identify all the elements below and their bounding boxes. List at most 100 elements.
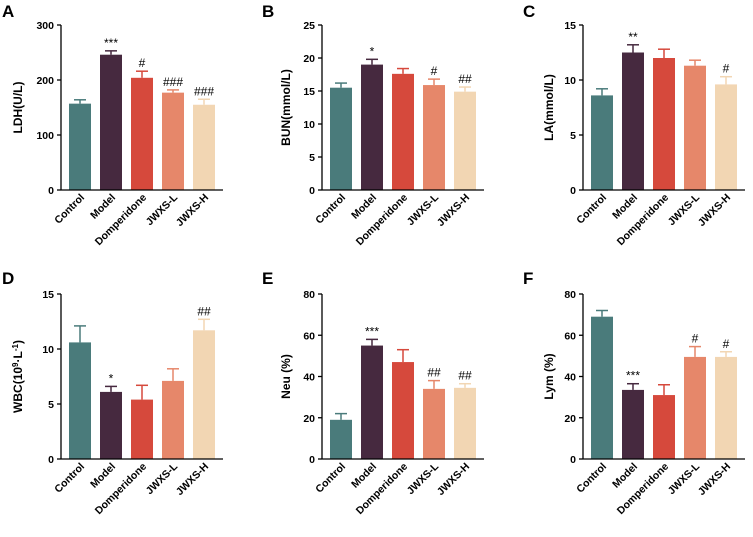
significance-mark: # (692, 332, 699, 346)
bar-model (622, 389, 644, 459)
bar-model (361, 345, 383, 459)
y-axis-label: Neu (%) (279, 354, 293, 399)
bar-jwxs-l (684, 356, 706, 459)
significance-mark: ## (458, 369, 472, 383)
y-tick-label: 40 (303, 372, 315, 384)
bar-control (591, 316, 613, 459)
panel-letter: C (523, 2, 535, 21)
y-axis-label: LA(mmol/L) (542, 74, 556, 141)
bar-jwxs-l (684, 65, 706, 190)
bar-jwxs-l (423, 85, 445, 190)
bar-jwxs-h (193, 104, 215, 190)
bar-control (330, 419, 352, 459)
y-tick-label: 15 (42, 289, 54, 301)
bar-domperidone (392, 362, 414, 459)
bar-jwxs-h (715, 84, 737, 190)
y-tick-label: 0 (309, 454, 315, 466)
bar-jwxs-l (162, 92, 184, 190)
x-tick-label: Model (88, 192, 118, 222)
significance-mark: *** (365, 324, 379, 338)
y-axis-label: BUN(mmol/L) (279, 69, 293, 146)
y-tick-label: 0 (48, 454, 54, 466)
y-tick-label: 10 (42, 344, 54, 356)
y-tick-label: 25 (303, 20, 315, 32)
x-tick-label: Control (52, 192, 87, 227)
y-tick-label: 40 (564, 372, 576, 384)
significance-mark: ## (427, 366, 441, 380)
significance-mark: *** (626, 369, 640, 383)
panel-letter: A (2, 2, 14, 21)
y-tick-label: 10 (564, 75, 576, 87)
bar-jwxs-h (715, 356, 737, 459)
bar-model (361, 64, 383, 190)
y-tick-label: 300 (36, 20, 54, 32)
bar-control (330, 87, 352, 190)
significance-mark: *** (104, 36, 118, 50)
bar-jwxs-l (423, 388, 445, 459)
bar-jwxs-h (454, 387, 476, 459)
bar-domperidone (131, 399, 153, 459)
bar-domperidone (392, 73, 414, 190)
significance-mark: # (431, 64, 438, 78)
panel-letter: B (262, 2, 274, 21)
y-axis-label: LDH(U/L) (11, 82, 25, 134)
significance-mark: # (723, 337, 730, 351)
x-tick-label: Control (313, 192, 348, 227)
bar-domperidone (653, 58, 675, 190)
bar-domperidone (653, 395, 675, 459)
bar-jwxs-h (193, 330, 215, 459)
y-tick-label: 60 (303, 330, 315, 342)
y-tick-label: 0 (309, 185, 315, 197)
bar-control (591, 95, 613, 190)
y-tick-label: 20 (303, 413, 315, 425)
y-tick-label: 0 (48, 185, 54, 197)
x-tick-label: JWXS-H (435, 192, 472, 229)
x-tick-label: Control (574, 461, 609, 496)
bar-model (622, 52, 644, 190)
bar-control (69, 103, 91, 190)
y-tick-label: 15 (564, 20, 576, 32)
y-tick-label: 5 (48, 399, 54, 411)
significance-mark: # (723, 62, 730, 76)
significance-mark: ** (628, 30, 638, 44)
bar-control (69, 342, 91, 459)
panel-d: DWBC(109·L-1)Control*ModelDomperidoneJWX… (2, 269, 223, 517)
panel-letter: D (2, 269, 14, 288)
x-tick-label: Model (88, 461, 118, 491)
x-tick-label: Model (610, 192, 640, 222)
y-tick-label: 20 (303, 53, 315, 65)
significance-mark: ## (197, 304, 211, 318)
x-tick-label: Model (349, 461, 379, 491)
significance-mark: * (109, 371, 114, 385)
bar-model (100, 54, 122, 191)
panel-c: CLA(mmol/L)Control**ModelDomperidoneJWXS… (523, 2, 745, 248)
bar-domperidone (131, 77, 153, 190)
y-tick-label: 5 (309, 152, 315, 164)
significance-mark: ## (458, 72, 472, 86)
y-tick-label: 10 (303, 119, 315, 131)
significance-mark: ### (194, 84, 214, 98)
bar-jwxs-h (454, 91, 476, 190)
x-tick-label: Control (52, 461, 87, 496)
panel-letter: E (262, 269, 273, 288)
x-tick-label: JWXS-H (435, 461, 472, 498)
bar-jwxs-l (162, 380, 184, 459)
y-tick-label: 5 (570, 130, 576, 142)
y-tick-label: 20 (564, 413, 576, 425)
y-tick-label: 80 (303, 289, 315, 301)
y-tick-label: 200 (36, 75, 54, 87)
panel-b: BBUN(mmol/L)Control*ModelDomperidone#JWX… (262, 2, 484, 248)
x-tick-label: Control (313, 461, 348, 496)
y-tick-label: 60 (564, 330, 576, 342)
y-axis-label: WBC(109·L-1) (11, 340, 25, 413)
significance-mark: ### (163, 75, 183, 89)
y-tick-label: 15 (303, 86, 315, 98)
bar-model (100, 391, 122, 459)
x-tick-label: Model (610, 461, 640, 491)
y-tick-label: 0 (570, 454, 576, 466)
y-tick-label: 80 (564, 289, 576, 301)
y-tick-label: 0 (570, 185, 576, 197)
